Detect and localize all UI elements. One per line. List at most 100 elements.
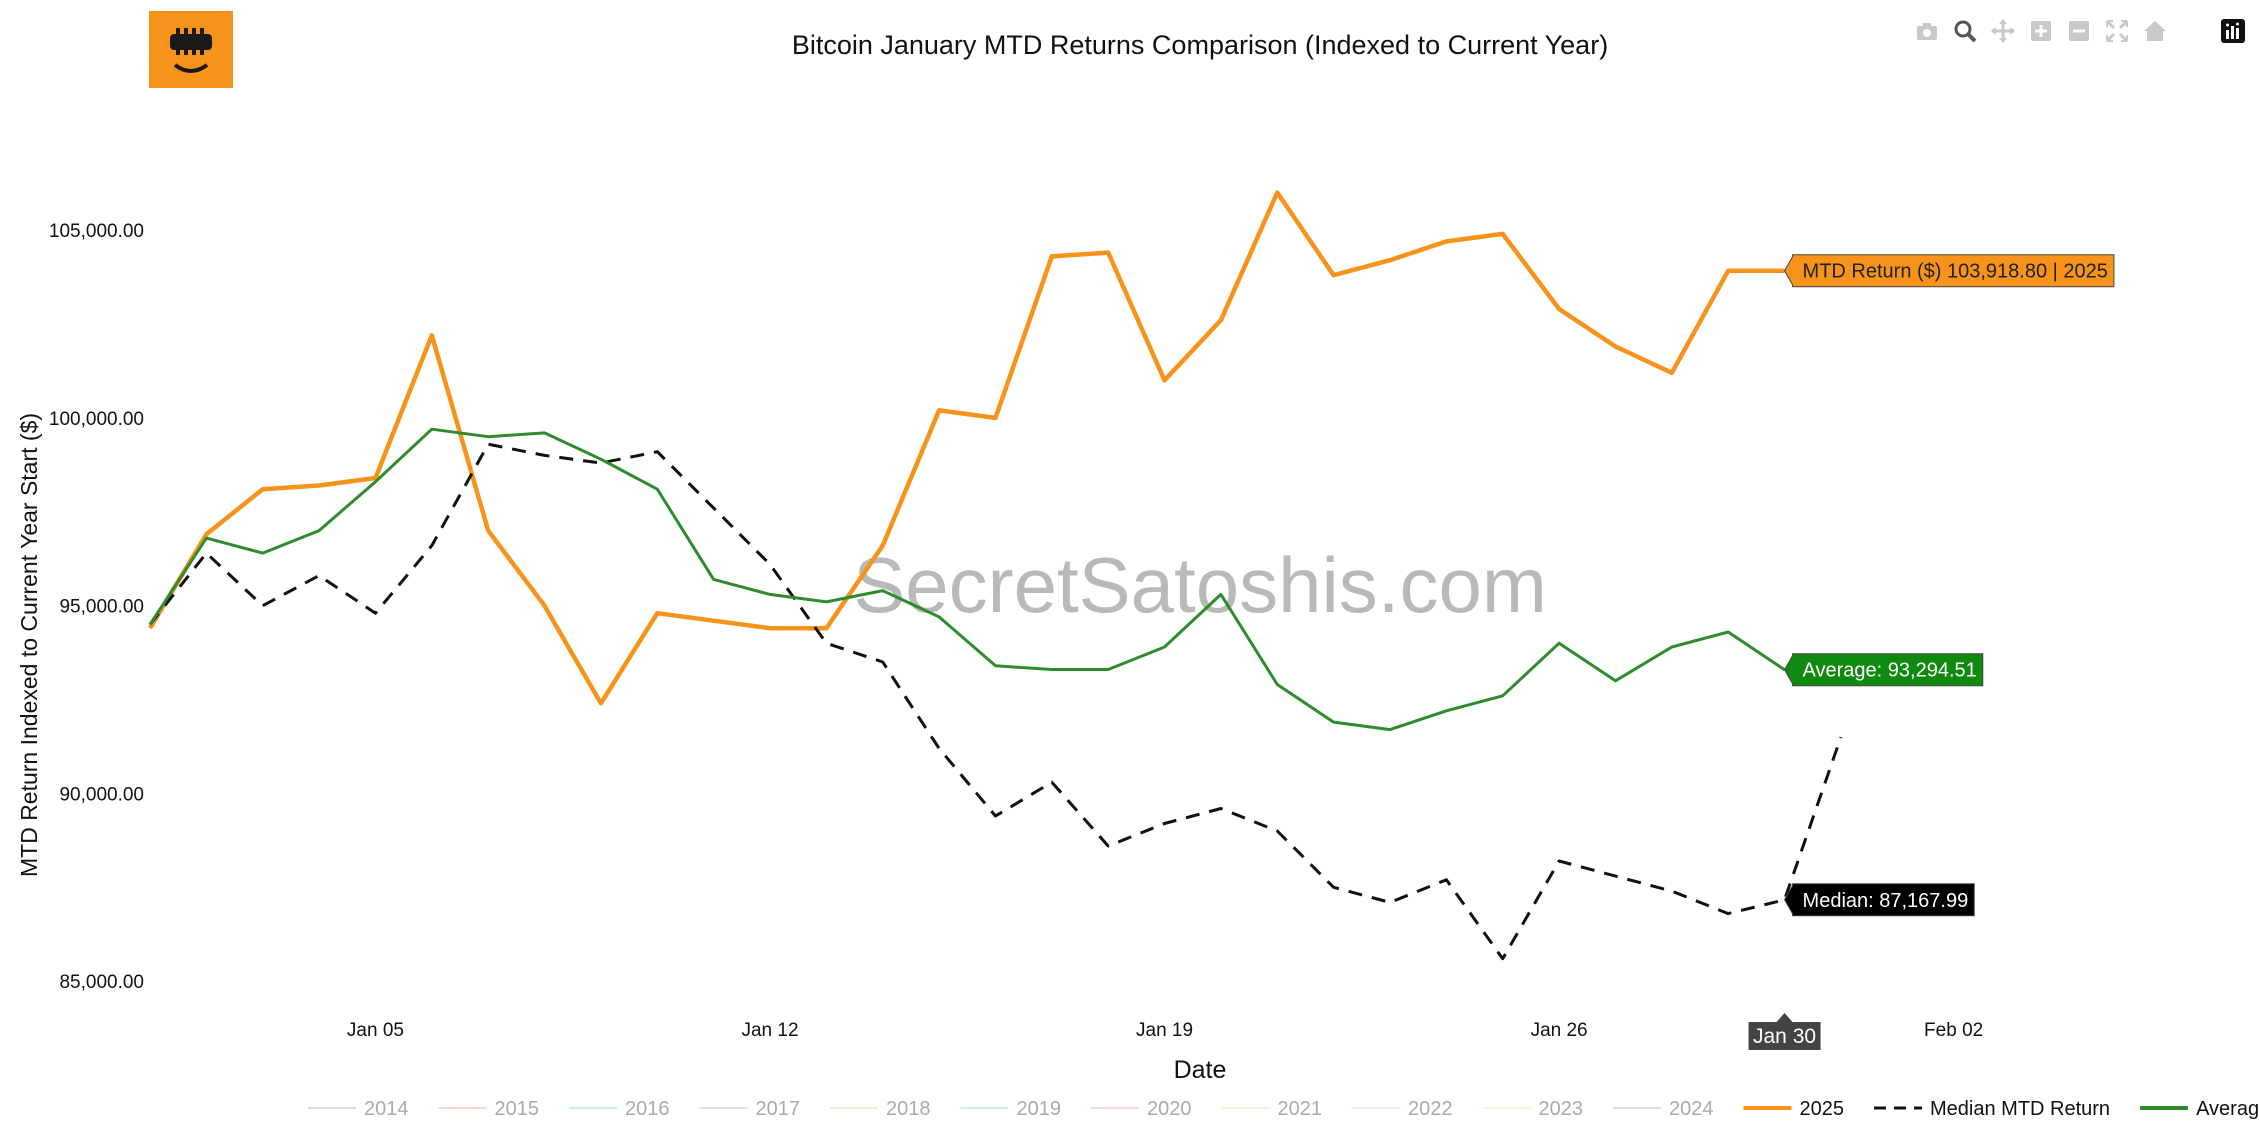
data-point[interactable]: [1049, 779, 1055, 785]
data-point[interactable]: [372, 610, 378, 616]
data-point[interactable]: [1162, 377, 1168, 383]
data-point[interactable]: [260, 486, 266, 492]
data-point[interactable]: [1105, 843, 1111, 849]
data-point[interactable]: [654, 610, 660, 616]
data-point[interactable]: [372, 479, 378, 485]
data-point[interactable]: [1556, 640, 1562, 646]
data-point[interactable]: [1218, 805, 1224, 811]
data-point[interactable]: [542, 430, 548, 436]
data-point[interactable]: [1612, 344, 1618, 350]
data-point[interactable]: [1331, 884, 1337, 890]
legend-item[interactable]: 2021: [1221, 1098, 1323, 1120]
legend-item[interactable]: Average MTD Return: [2140, 1098, 2260, 1120]
zoom-in-icon[interactable]: [2022, 16, 2060, 46]
pan-icon[interactable]: [1984, 16, 2022, 46]
autoscale-icon[interactable]: [2098, 16, 2136, 46]
data-point[interactable]: [936, 745, 942, 751]
data-point[interactable]: [1274, 682, 1280, 688]
legend-item[interactable]: 2024: [1613, 1098, 1714, 1120]
data-point[interactable]: [1725, 268, 1731, 274]
data-point[interactable]: [1162, 644, 1168, 650]
data-point[interactable]: [1387, 727, 1393, 733]
series-line-average-mtd-return[interactable]: [148, 427, 1786, 732]
data-point[interactable]: [936, 614, 942, 620]
data-point[interactable]: [1612, 873, 1618, 879]
legend-item[interactable]: 2015: [438, 1098, 540, 1120]
data-point[interactable]: [1218, 317, 1224, 323]
data-point[interactable]: [1049, 667, 1055, 673]
data-point[interactable]: [654, 449, 660, 455]
data-point[interactable]: [1443, 877, 1449, 883]
data-point[interactable]: [260, 603, 266, 609]
data-point[interactable]: [203, 535, 209, 541]
data-point[interactable]: [767, 561, 773, 567]
data-point[interactable]: [992, 663, 998, 669]
data-point[interactable]: [1500, 231, 1506, 237]
data-point[interactable]: [598, 700, 604, 706]
data-point[interactable]: [542, 603, 548, 609]
legend-item[interactable]: 2023: [1482, 1098, 1584, 1120]
data-point[interactable]: [1612, 678, 1618, 684]
data-point[interactable]: [1443, 708, 1449, 714]
data-point[interactable]: [1725, 911, 1731, 917]
data-point[interactable]: [1331, 272, 1337, 278]
data-point[interactable]: [711, 505, 717, 511]
data-point[interactable]: [1556, 306, 1562, 312]
data-point[interactable]: [485, 528, 491, 534]
data-point[interactable]: [485, 441, 491, 447]
data-point[interactable]: [1387, 899, 1393, 905]
data-point[interactable]: [1331, 719, 1337, 725]
data-point[interactable]: [1500, 693, 1506, 699]
data-point[interactable]: [1274, 190, 1280, 196]
data-point[interactable]: [992, 415, 998, 421]
data-point[interactable]: [316, 528, 322, 534]
home-icon[interactable]: [2136, 16, 2174, 46]
legend-item[interactable]: 2022: [1352, 1098, 1453, 1120]
data-point[interactable]: [1443, 238, 1449, 244]
legend-item[interactable]: 2019: [960, 1098, 1062, 1120]
data-point[interactable]: [1105, 250, 1111, 256]
data-point[interactable]: [880, 543, 886, 549]
secret-satoshis-bitcoin-logo[interactable]: [149, 11, 233, 88]
data-point[interactable]: [880, 588, 886, 594]
legend-item[interactable]: 2016: [569, 1098, 670, 1120]
data-point[interactable]: [429, 426, 435, 432]
legend-item[interactable]: 2014: [308, 1098, 409, 1120]
data-point[interactable]: [147, 621, 153, 627]
zoom-icon[interactable]: [1946, 16, 1984, 46]
series-line-median-mtd-return[interactable]: [148, 442, 1843, 961]
data-point[interactable]: [316, 573, 322, 579]
data-point[interactable]: [260, 550, 266, 556]
legend-item[interactable]: 2017: [699, 1098, 801, 1120]
data-point[interactable]: [429, 543, 435, 549]
zoom-out-icon[interactable]: [2060, 16, 2098, 46]
legend-item[interactable]: 2025: [1743, 1098, 1845, 1120]
data-point[interactable]: [1669, 888, 1675, 894]
data-point[interactable]: [880, 659, 886, 665]
data-point[interactable]: [1838, 734, 1844, 740]
data-point[interactable]: [203, 550, 209, 556]
legend-item[interactable]: 2020: [1091, 1098, 1192, 1120]
legend-item[interactable]: Median MTD Return: [1874, 1098, 2110, 1120]
data-point[interactable]: [767, 591, 773, 597]
data-point[interactable]: [1725, 629, 1731, 635]
data-point[interactable]: [429, 332, 435, 338]
data-point[interactable]: [936, 407, 942, 413]
data-point[interactable]: [1556, 858, 1562, 864]
data-point[interactable]: [1387, 257, 1393, 263]
data-point[interactable]: [711, 618, 717, 624]
data-point[interactable]: [823, 640, 829, 646]
data-point[interactable]: [767, 625, 773, 631]
data-point[interactable]: [598, 456, 604, 462]
plotly-logo-icon[interactable]: [2218, 16, 2248, 46]
data-point[interactable]: [1105, 667, 1111, 673]
data-point[interactable]: [1669, 644, 1675, 650]
camera-icon[interactable]: [1908, 16, 1946, 46]
data-point[interactable]: [992, 813, 998, 819]
data-point[interactable]: [1162, 820, 1168, 826]
plot-area[interactable]: [147, 190, 1844, 962]
data-point[interactable]: [823, 625, 829, 631]
data-point[interactable]: [542, 452, 548, 458]
data-point[interactable]: [823, 599, 829, 605]
data-point[interactable]: [485, 434, 491, 440]
